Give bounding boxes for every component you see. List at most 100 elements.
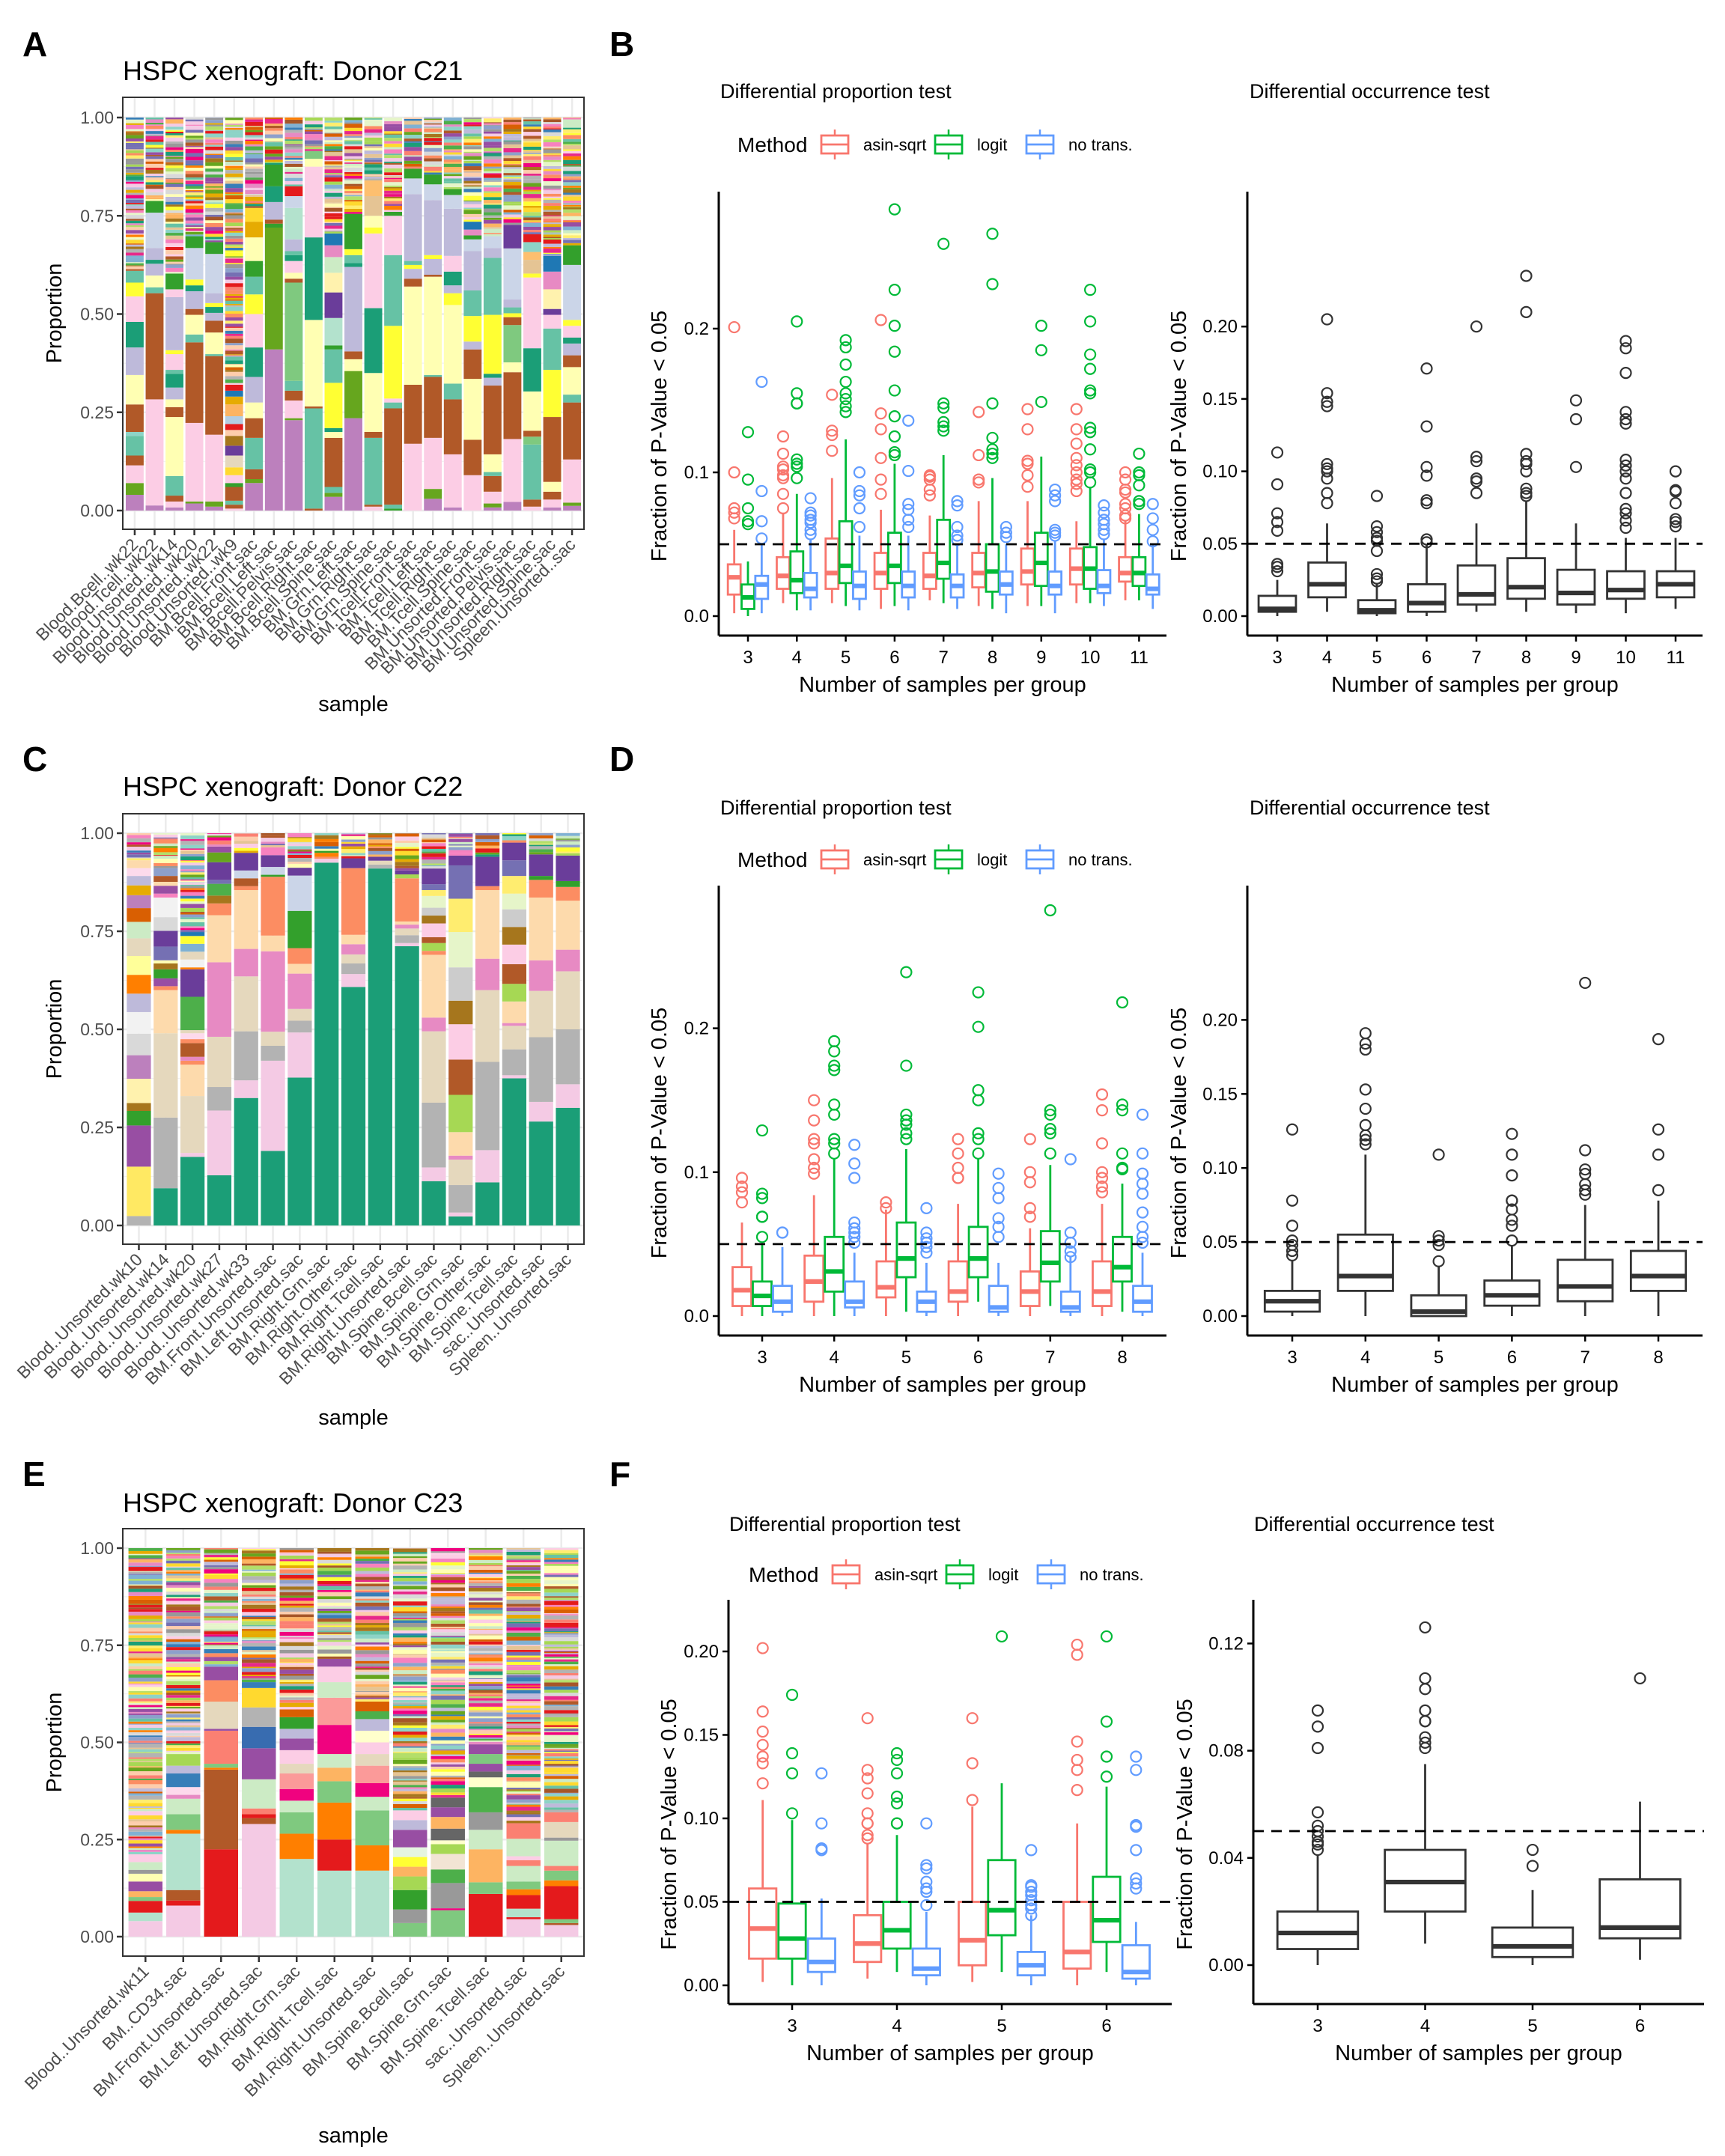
bar-segment: [205, 302, 224, 308]
bar-segment-small-clone: [523, 141, 541, 143]
bar-segment-small-clone: [225, 305, 243, 307]
bar-segment-small-clone: [393, 1791, 428, 1794]
stacked-bar: [364, 118, 383, 511]
bar-segment-small-clone: [166, 1670, 201, 1673]
bar-segment-small-clone: [506, 1632, 541, 1637]
bar-segment-small-clone: [384, 153, 403, 156]
x-tick-label: 3: [1312, 2016, 1322, 2036]
bar-segment-small-clone: [431, 1604, 465, 1607]
bar-segment: [234, 870, 258, 879]
bar-segment-small-clone: [245, 203, 264, 204]
bar-segment-small-clone: [205, 139, 224, 143]
bar-segment-small-clone: [165, 133, 183, 135]
bar-segment-small-clone: [264, 156, 283, 160]
bar-segment-small-clone: [324, 140, 343, 142]
bar-segment-small-clone: [506, 1666, 541, 1671]
bar-segment-small-clone: [544, 1586, 579, 1589]
bar-segment-small-clone: [225, 246, 243, 248]
bar-segment-small-clone: [264, 149, 283, 154]
bar-segment-small-clone: [225, 222, 243, 226]
bar-segment-small-clone: [469, 1694, 503, 1697]
bar-segment-small-clone: [483, 212, 502, 216]
box: [1047, 483, 1063, 614]
bar-segment-small-clone: [225, 258, 243, 264]
bar-segment-small-clone: [506, 1703, 541, 1706]
bar-segment: [185, 248, 204, 280]
bar-segment: [185, 501, 204, 504]
bar-segment-small-clone: [166, 1585, 201, 1588]
bar-segment: [153, 986, 178, 990]
bar-segment-small-clone: [469, 1686, 503, 1690]
bar-segment: [544, 1880, 579, 1886]
legend-title: Method: [749, 1563, 818, 1586]
bar-segment-small-clone: [225, 147, 243, 151]
bar-segment-small-clone: [543, 168, 562, 171]
bar-segment-small-clone: [324, 225, 343, 229]
bar-segment: [165, 273, 183, 290]
outlier-point: [756, 1725, 769, 1738]
bar-segment-small-clone: [225, 252, 243, 257]
bar-segment: [475, 1062, 500, 1151]
bar-segment-small-clone: [544, 1750, 579, 1752]
bar-segment-small-clone: [344, 140, 362, 141]
outlier-point: [1569, 394, 1583, 406]
bar-segment-small-clone: [469, 1623, 503, 1627]
bar-segment-small-clone: [523, 173, 541, 176]
bar-segment: [448, 1216, 473, 1225]
box-iqr: [1491, 1926, 1575, 1958]
bar-segment-small-clone: [317, 1608, 352, 1611]
bar-segment-small-clone: [393, 1627, 428, 1630]
bar-segment-small-clone: [324, 203, 343, 207]
bar-segment-small-clone: [125, 195, 144, 199]
bar-segment-small-clone: [180, 888, 205, 890]
bar-segment: [502, 1026, 526, 1050]
bar-segment-small-clone: [324, 126, 343, 130]
outlier-point: [741, 426, 755, 439]
bar-segment-small-clone: [166, 1578, 201, 1581]
box-iqr: [1047, 570, 1063, 596]
bar-segment-small-clone: [304, 130, 323, 132]
bar-segment-small-clone: [556, 844, 580, 848]
bar-segment: [424, 275, 442, 277]
bar-segment-small-clone: [506, 1758, 541, 1761]
bar-segment-small-clone: [506, 1686, 541, 1689]
bar-segment-small-clone: [125, 233, 144, 235]
bar-segment-small-clone: [469, 1738, 503, 1741]
bar-segment-small-clone: [469, 1556, 503, 1560]
bar-segment-small-clone: [506, 1683, 541, 1686]
bar-segment: [245, 418, 264, 438]
bar-segment: [556, 855, 580, 881]
outlier-point: [1619, 412, 1632, 426]
bar-segment-small-clone: [125, 240, 144, 244]
bar-segment-small-clone: [544, 1649, 579, 1651]
bar-segment-small-clone: [404, 132, 422, 135]
bar-segment-small-clone: [544, 1682, 579, 1687]
outlier-point: [1370, 567, 1384, 581]
bar-segment-small-clone: [395, 833, 419, 837]
legend-key-no-trans: [1036, 1559, 1066, 1589]
outlier-point: [1506, 1219, 1518, 1232]
bar-segment: [185, 236, 204, 249]
bar-segment-small-clone: [128, 1670, 163, 1675]
bar-segment-small-clone: [463, 163, 482, 167]
bar-segment: [502, 944, 526, 965]
bar-segment-small-clone: [544, 1637, 579, 1642]
outlier-point: [853, 502, 866, 515]
bar-segment-small-clone: [544, 1661, 579, 1665]
bar-segment-small-clone: [324, 216, 343, 219]
bar-segment-small-clone: [128, 1724, 163, 1728]
bar-segment-small-clone: [153, 855, 178, 856]
outlier-point: [902, 414, 915, 427]
bar-segment-small-clone: [205, 174, 224, 178]
bar-segment: [443, 271, 462, 286]
bar-segment: [506, 1895, 541, 1909]
bar-segment-small-clone: [469, 1693, 503, 1695]
bar-segment-small-clone: [393, 1605, 428, 1607]
bar-segment: [544, 1837, 579, 1841]
bar-segment-small-clone: [285, 184, 303, 186]
bar-segment-small-clone: [341, 843, 366, 847]
bar-segment-small-clone: [344, 127, 362, 132]
bar-segment-small-clone: [431, 1788, 465, 1793]
bar-segment-small-clone: [355, 1664, 389, 1667]
bar-segment: [483, 472, 502, 476]
